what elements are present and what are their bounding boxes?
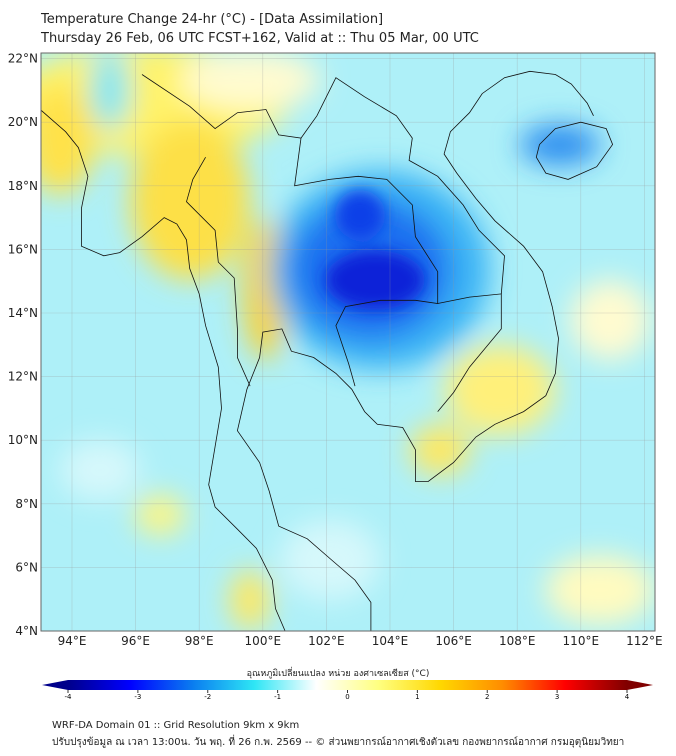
lon-label: 112°E bbox=[626, 634, 663, 648]
colorbar-gradient bbox=[68, 680, 627, 690]
footer-credit: ปรับปรุงข้อมูล ณ เวลา 13:00น. วัน พฤ. ที… bbox=[52, 737, 625, 748]
lon-label: 106°E bbox=[435, 634, 472, 648]
colorbar-tick: -2 bbox=[204, 693, 211, 701]
colorbar-title: อุณหภูมิเปลี่ยนแปลง หน่วย องศาเซลเซียส (… bbox=[246, 669, 430, 679]
colorbar-tick: 2 bbox=[485, 693, 489, 701]
lat-label: 10°N bbox=[8, 433, 38, 447]
colorbar-tick: -3 bbox=[134, 693, 141, 701]
colorbar-min-arrow bbox=[42, 680, 68, 690]
colorbar-tick: 4 bbox=[625, 693, 630, 701]
lat-label: 6°N bbox=[15, 560, 38, 574]
lon-label: 98°E bbox=[185, 634, 214, 648]
lat-axis: 4°N 6°N 8°N 10°N 12°N 14°N 16°N 18°N 20°… bbox=[8, 52, 38, 638]
lat-label: 16°N bbox=[8, 242, 38, 256]
colorbar-tick: 3 bbox=[555, 693, 559, 701]
map-frame bbox=[40, 52, 656, 632]
boundary-line bbox=[41, 109, 286, 631]
colorbar-tick: 1 bbox=[415, 693, 419, 701]
lat-label: 14°N bbox=[8, 306, 38, 320]
field-layer bbox=[41, 53, 655, 631]
lat-label: 22°N bbox=[8, 52, 38, 66]
colorbar-tick: -1 bbox=[274, 693, 281, 701]
lon-axis: 94°E 96°E 98°E 100°E 102°E 104°E 106°E 1… bbox=[58, 634, 663, 648]
footer-model-info: WRF-DA Domain 01 :: Grid Resolution 9km … bbox=[52, 720, 300, 731]
colorbar-tick: 0 bbox=[345, 693, 349, 701]
colorbar-ticks: -4 -3 -2 -1 0 1 2 3 4 bbox=[65, 690, 630, 701]
lon-label: 100°E bbox=[245, 634, 282, 648]
boundary-line bbox=[300, 77, 505, 294]
lat-label: 18°N bbox=[8, 179, 38, 193]
lat-label: 12°N bbox=[8, 370, 38, 384]
lon-label: 104°E bbox=[372, 634, 409, 648]
graticule bbox=[41, 53, 655, 631]
lon-label: 94°E bbox=[58, 634, 87, 648]
boundary-line bbox=[535, 121, 614, 180]
lon-label: 96°E bbox=[121, 634, 150, 648]
coastline bbox=[41, 70, 614, 631]
lat-label: 8°N bbox=[15, 497, 38, 511]
lon-label: 108°E bbox=[499, 634, 536, 648]
chart-title: Temperature Change 24-hr (°C) - [Data As… bbox=[41, 12, 384, 27]
boundary-line bbox=[236, 70, 594, 631]
boundary-line bbox=[186, 157, 251, 387]
colorbar-tick: -4 bbox=[65, 693, 73, 701]
lon-label: 102°E bbox=[308, 634, 345, 648]
chart-subtitle: Thursday 26 Feb, 06 UTC FCST+162, Valid … bbox=[41, 31, 479, 46]
boundary-line bbox=[141, 74, 439, 387]
temperature-change-map: 4°N 6°N 8°N 10°N 12°N 14°N 16°N 18°N 20°… bbox=[8, 52, 663, 648]
lon-label: 110°E bbox=[563, 634, 600, 648]
boundary-line bbox=[437, 293, 502, 412]
lat-label: 20°N bbox=[8, 115, 38, 129]
colorbar: -4 -3 -2 -1 0 1 2 3 4 bbox=[42, 680, 653, 701]
colorbar-max-arrow bbox=[627, 680, 653, 690]
lat-label: 4°N bbox=[15, 624, 38, 638]
